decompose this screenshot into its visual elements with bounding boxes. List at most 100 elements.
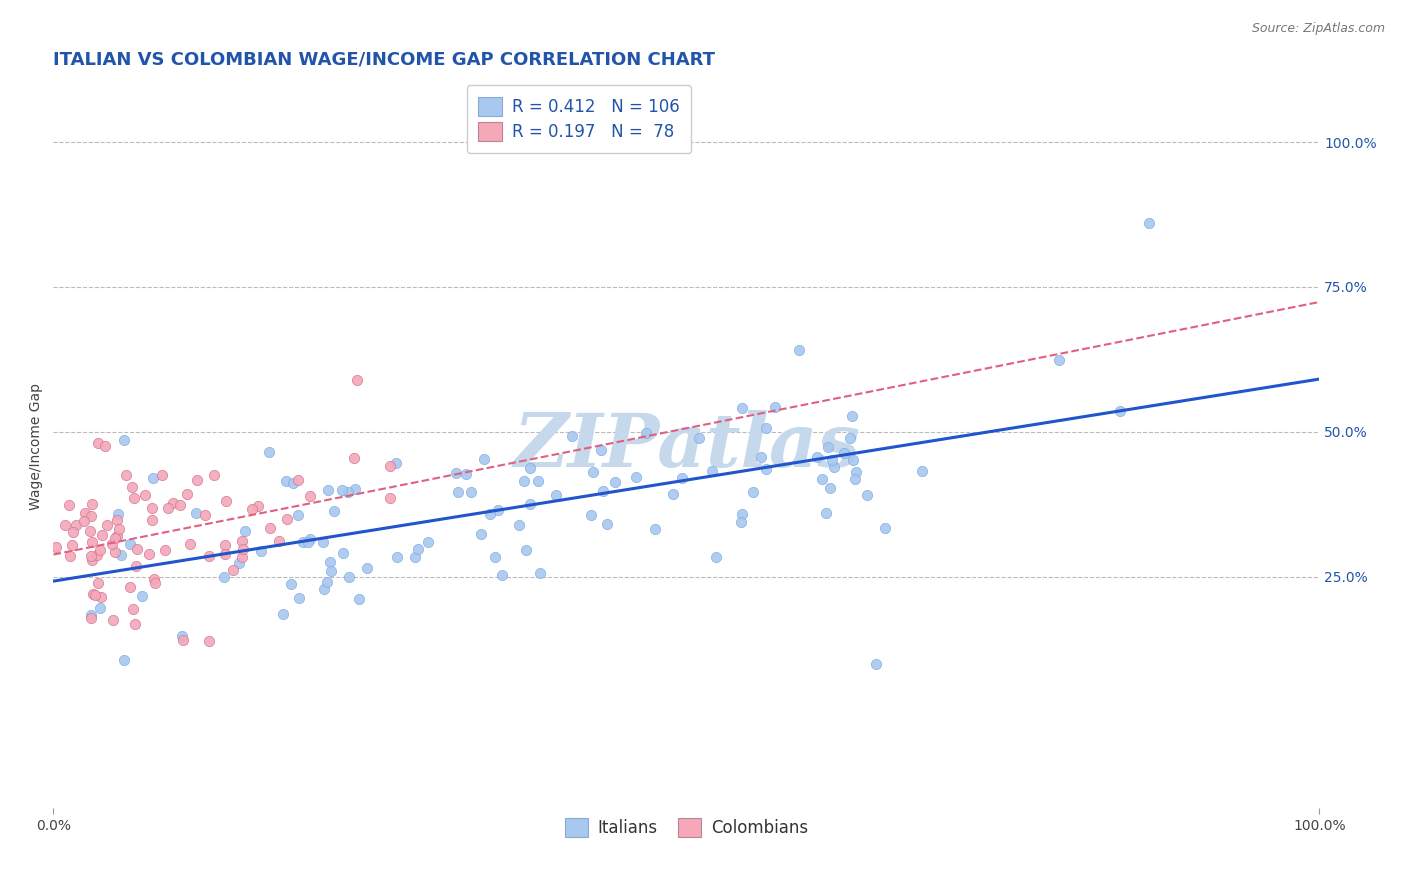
Point	[406, 541, 429, 556]
Point	[62, 538, 84, 552]
Point	[821, 452, 844, 467]
Point	[249, 544, 271, 558]
Point	[592, 484, 614, 499]
Point	[1047, 352, 1070, 367]
Point	[283, 475, 305, 490]
Point	[311, 535, 333, 549]
Text: ITALIAN VS COLOMBIAN WAGE/INCOME GAP CORRELATION CHART: ITALIAN VS COLOMBIAN WAGE/INCOME GAP COR…	[53, 51, 716, 69]
Point	[865, 657, 887, 671]
Point	[582, 465, 605, 479]
Point	[143, 575, 166, 590]
Point	[276, 512, 298, 526]
Point	[104, 545, 127, 559]
Point	[519, 461, 541, 475]
Point	[112, 433, 135, 447]
Point	[671, 471, 693, 485]
Point	[179, 537, 201, 551]
Point	[844, 472, 866, 486]
Point	[561, 429, 583, 443]
Point	[94, 439, 117, 453]
Point	[59, 549, 82, 563]
Point	[661, 487, 683, 501]
Point	[124, 491, 146, 506]
Point	[298, 532, 321, 546]
Point	[319, 564, 342, 578]
Point	[157, 500, 180, 515]
Point	[316, 574, 339, 589]
Y-axis label: Wage/Income Gap: Wage/Income Gap	[30, 383, 44, 510]
Point	[1137, 216, 1160, 230]
Point	[280, 577, 302, 591]
Point	[749, 450, 772, 464]
Point	[513, 474, 536, 488]
Point	[447, 484, 470, 499]
Point	[73, 514, 96, 528]
Point	[143, 572, 166, 586]
Point	[330, 483, 353, 498]
Point	[267, 533, 290, 548]
Point	[90, 590, 112, 604]
Point	[815, 506, 838, 520]
Point	[755, 421, 778, 435]
Point	[104, 531, 127, 545]
Point	[91, 528, 114, 542]
Point	[644, 522, 666, 536]
Point	[105, 513, 128, 527]
Point	[58, 498, 80, 512]
Point	[832, 446, 855, 460]
Point	[240, 501, 263, 516]
Point	[817, 440, 839, 454]
Point	[82, 587, 104, 601]
Point	[141, 513, 163, 527]
Point	[344, 482, 367, 496]
Point	[519, 497, 541, 511]
Point	[271, 607, 294, 621]
Point	[79, 549, 101, 563]
Point	[731, 401, 754, 416]
Point	[87, 575, 110, 590]
Point	[385, 456, 408, 470]
Point	[404, 550, 426, 565]
Point	[150, 467, 173, 482]
Point	[228, 556, 250, 570]
Point	[486, 502, 509, 516]
Point	[233, 524, 256, 538]
Point	[319, 556, 342, 570]
Point	[141, 471, 163, 485]
Point	[337, 570, 360, 584]
Point	[288, 591, 311, 605]
Point	[186, 506, 208, 520]
Point	[508, 518, 530, 533]
Point	[73, 506, 96, 520]
Point	[470, 527, 492, 541]
Point	[45, 540, 67, 554]
Point	[124, 616, 146, 631]
Point	[845, 465, 868, 479]
Point	[297, 535, 319, 549]
Point	[172, 632, 194, 647]
Point	[141, 501, 163, 516]
Point	[134, 488, 156, 502]
Point	[529, 566, 551, 580]
Point	[221, 563, 243, 577]
Point	[291, 535, 314, 549]
Point	[380, 491, 402, 505]
Point	[842, 453, 865, 467]
Point	[742, 485, 765, 500]
Legend: Italians, Colombians: Italians, Colombians	[558, 811, 815, 844]
Point	[79, 608, 101, 623]
Point	[416, 535, 439, 549]
Point	[169, 498, 191, 512]
Point	[332, 546, 354, 560]
Point	[337, 485, 360, 500]
Point	[112, 653, 135, 667]
Point	[811, 472, 834, 486]
Point	[446, 467, 468, 481]
Point	[138, 547, 160, 561]
Point	[484, 550, 506, 565]
Point	[87, 436, 110, 450]
Point	[194, 508, 217, 522]
Point	[704, 550, 727, 565]
Point	[387, 550, 409, 565]
Point	[322, 504, 344, 518]
